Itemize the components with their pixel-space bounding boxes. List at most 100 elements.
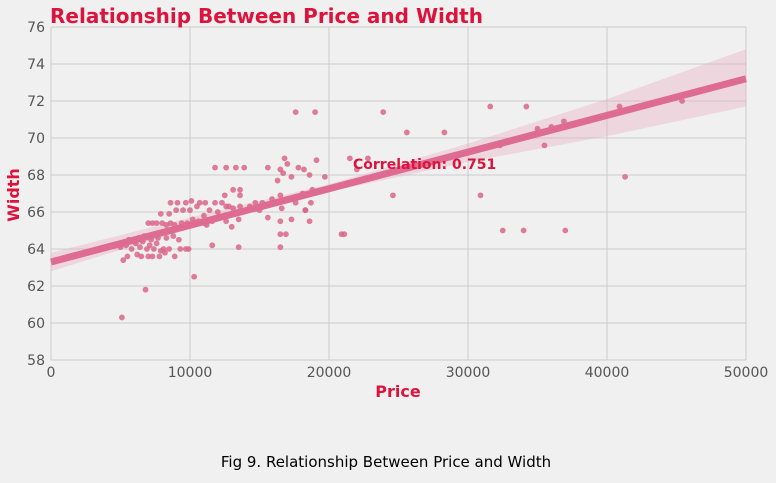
data-point xyxy=(487,103,494,110)
data-point xyxy=(137,244,143,251)
data-point xyxy=(185,246,192,252)
data-point xyxy=(292,109,299,115)
x-tick-label: 30000 xyxy=(446,365,491,381)
data-point xyxy=(232,164,239,171)
data-point xyxy=(167,199,174,206)
data-point xyxy=(145,220,152,227)
data-point xyxy=(166,246,173,252)
data-point xyxy=(237,186,243,193)
y-tick-label: 58 xyxy=(27,353,45,369)
data-point xyxy=(166,210,173,217)
data-point xyxy=(150,246,157,252)
data-point xyxy=(277,192,284,199)
data-point xyxy=(353,166,360,173)
regression-line xyxy=(50,75,747,266)
data-point xyxy=(274,177,281,184)
chart-title: Relationship Between Price and Width xyxy=(50,4,483,28)
data-point xyxy=(308,199,314,206)
data-point xyxy=(171,253,178,260)
data-point xyxy=(196,199,203,206)
data-point xyxy=(235,216,242,223)
data-point xyxy=(177,246,184,252)
y-tick-label: 76 xyxy=(27,20,45,36)
data-point xyxy=(187,207,193,214)
data-point xyxy=(223,218,230,225)
data-point xyxy=(284,161,291,167)
tick-labels: 58 60 62 64 66 68 70 72 74 76 0 10000 20000 30000 4000… xyxy=(27,20,768,381)
y-tick-label: 74 xyxy=(27,57,45,73)
y-tick-label: 64 xyxy=(27,242,45,258)
data-point xyxy=(622,173,628,180)
data-point xyxy=(313,157,320,164)
data-point xyxy=(312,109,318,115)
data-point xyxy=(170,233,177,239)
data-point xyxy=(523,103,530,110)
y-tick-label: 68 xyxy=(27,168,45,184)
data-point xyxy=(365,155,371,162)
correlation-annotation: Correlation: 0.751 xyxy=(353,157,496,173)
data-point xyxy=(180,207,186,214)
y-tick-label: 60 xyxy=(27,316,45,332)
data-point xyxy=(403,129,410,136)
figure-caption: Fig 9. Relationship Between Price and Wi… xyxy=(220,453,552,471)
data-point xyxy=(209,242,216,249)
data-point xyxy=(142,286,149,293)
data-point xyxy=(277,218,284,225)
data-point xyxy=(562,227,569,234)
data-point xyxy=(120,257,127,263)
data-point xyxy=(302,207,309,214)
data-point xyxy=(219,199,225,206)
data-point xyxy=(212,164,218,171)
x-axis-label: Price xyxy=(375,382,421,401)
data-point xyxy=(390,192,396,199)
data-point xyxy=(441,129,448,136)
data-point xyxy=(237,203,243,210)
data-point xyxy=(306,218,313,225)
data-point xyxy=(188,198,195,204)
data-point xyxy=(380,109,387,115)
data-point xyxy=(277,166,284,173)
data-point xyxy=(202,199,209,206)
data-point xyxy=(212,199,218,206)
y-tick-label: 66 xyxy=(27,205,45,221)
data-point xyxy=(288,216,295,223)
data-point xyxy=(230,186,236,193)
x-tick-label: 0 xyxy=(47,365,56,381)
data-point xyxy=(128,246,135,252)
data-point xyxy=(277,231,284,238)
data-point xyxy=(346,155,353,162)
data-point xyxy=(149,220,156,227)
data-point xyxy=(321,173,328,180)
data-point xyxy=(146,242,153,249)
data-point xyxy=(175,236,182,243)
data-point xyxy=(191,273,198,280)
data-point xyxy=(499,227,506,234)
data-point xyxy=(157,210,164,217)
data-point xyxy=(223,164,230,171)
data-point xyxy=(182,199,189,206)
data-point xyxy=(306,172,313,178)
data-point xyxy=(288,173,295,180)
data-point xyxy=(206,207,213,214)
data-point xyxy=(520,227,527,234)
data-point xyxy=(341,231,348,238)
data-point xyxy=(237,192,243,199)
data-point xyxy=(124,253,131,260)
data-point xyxy=(214,209,221,215)
y-tick-label: 72 xyxy=(27,94,45,110)
data-point xyxy=(301,166,307,173)
x-tick-label: 50000 xyxy=(724,365,769,381)
data-point xyxy=(163,235,170,241)
data-point xyxy=(235,244,242,251)
grid-lines xyxy=(50,26,747,361)
y-tick-label: 70 xyxy=(27,131,45,147)
data-point xyxy=(295,164,302,171)
data-point xyxy=(264,214,271,221)
x-tick-label: 20000 xyxy=(307,365,352,381)
data-point xyxy=(283,231,289,238)
data-point xyxy=(160,246,167,252)
data-point xyxy=(477,192,484,199)
data-point xyxy=(153,220,160,227)
data-point xyxy=(156,253,163,260)
